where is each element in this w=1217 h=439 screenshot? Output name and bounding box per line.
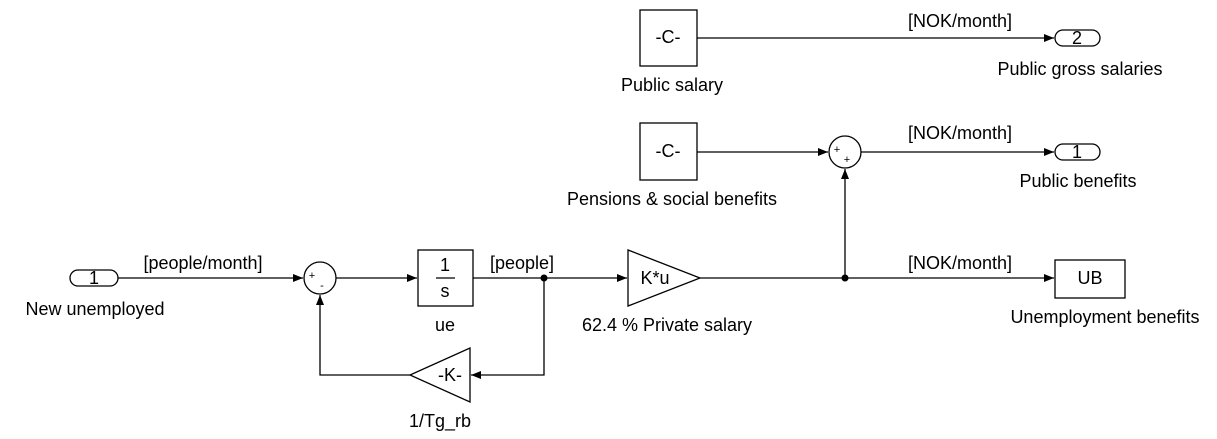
outport[interactable] — [1054, 143, 1101, 161]
sum-sign: + — [834, 144, 840, 156]
constant-block[interactable] — [639, 9, 698, 67]
goto-block[interactable] — [1054, 259, 1126, 299]
wire — [471, 278, 545, 379]
block-label: New unemployed — [25, 299, 164, 319]
port-number: 2 — [1072, 28, 1082, 48]
block-label: Public benefits — [1019, 171, 1136, 191]
junction — [841, 274, 849, 282]
block-label: ue — [435, 315, 455, 335]
port-number: 1 — [89, 268, 99, 288]
sum-block[interactable] — [303, 261, 337, 295]
block-text: -C- — [656, 27, 681, 47]
gain-block[interactable] — [627, 249, 702, 307]
block-label: Public gross salaries — [997, 59, 1162, 79]
block-text: K*u — [640, 268, 669, 288]
block-text: -K- — [438, 365, 462, 385]
wire — [316, 295, 410, 376]
signal-label: [people/month] — [143, 253, 262, 273]
junction — [540, 274, 548, 282]
constant-block[interactable] — [639, 122, 698, 181]
block-label: Pensions & social benefits — [567, 189, 777, 209]
block-text: 1 — [440, 255, 450, 275]
outport[interactable] — [1054, 29, 1101, 47]
sum-sign: + — [309, 270, 315, 282]
block-text: UB — [1077, 268, 1102, 288]
block-label: Unemployment benefits — [1010, 307, 1199, 327]
signal-label: [NOK/month] — [908, 123, 1012, 143]
signal-label: [NOK/month] — [908, 253, 1012, 273]
block-label: 62.4 % Private salary — [582, 315, 752, 335]
signal-label: [people] — [490, 253, 554, 273]
signal-label: [NOK/month] — [908, 11, 1012, 31]
block-label: Public salary — [621, 75, 723, 95]
block-text: s — [441, 281, 450, 301]
sum-sign: + — [844, 154, 850, 166]
sum-block[interactable] — [828, 135, 862, 169]
gain-block[interactable] — [408, 346, 471, 404]
block-label: 1/Tg_rb — [409, 411, 471, 432]
block-text: -C- — [656, 141, 681, 161]
port-number: 1 — [1072, 142, 1082, 162]
inport[interactable] — [69, 269, 119, 287]
sum-sign: - — [320, 280, 324, 292]
